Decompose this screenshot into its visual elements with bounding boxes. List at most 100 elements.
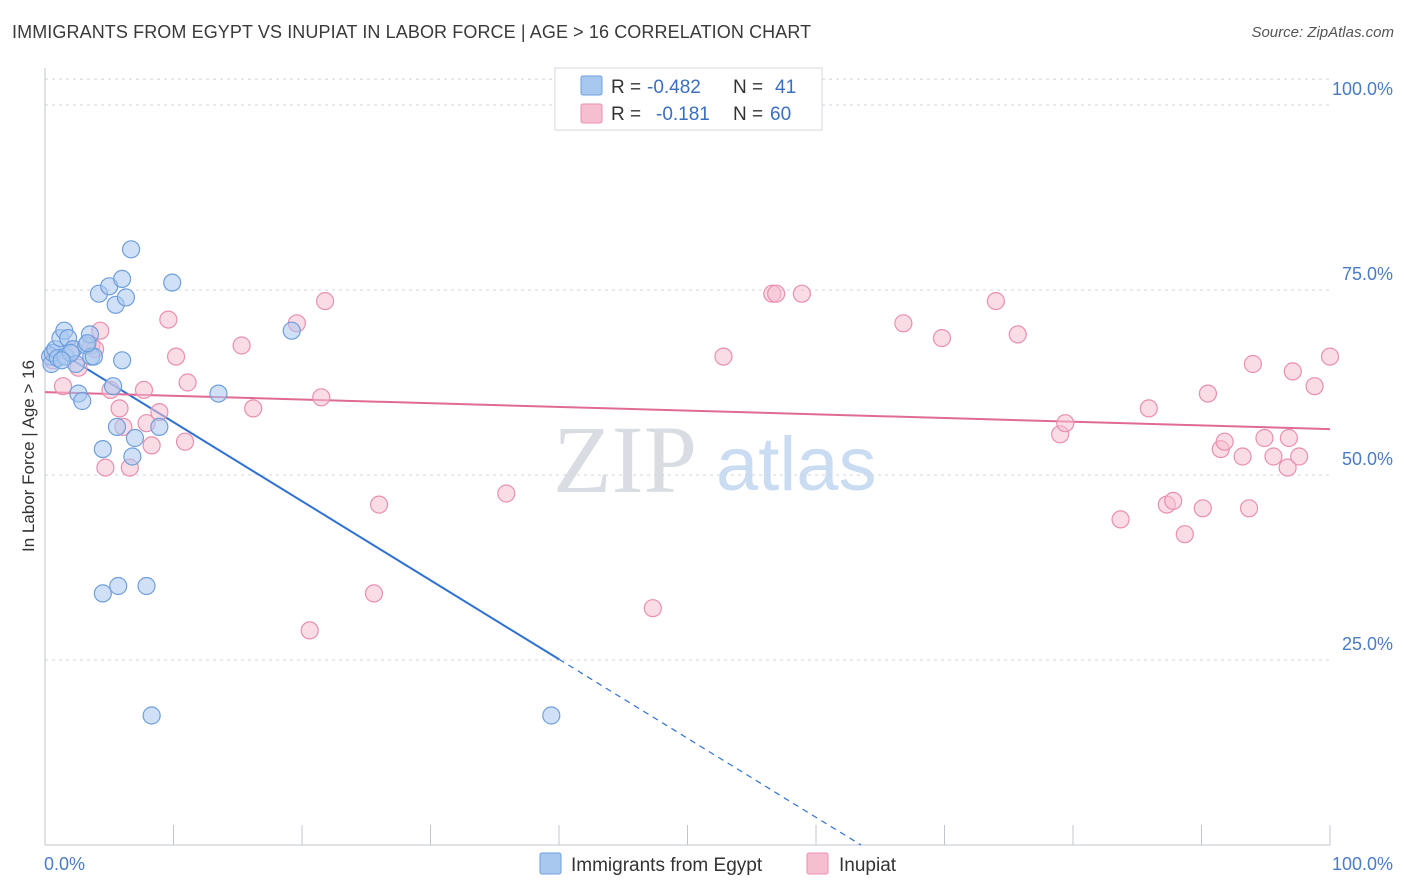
inupiat-point-18 <box>175 432 195 451</box>
x-ticks <box>44 825 1331 845</box>
watermark-atlas: atlas <box>716 422 877 507</box>
legend-r-value-inupiat: -0.181 <box>656 104 710 125</box>
inupiat-point-54 <box>1279 428 1298 448</box>
y-tick-label-25: 25.0% <box>1342 634 1393 654</box>
inupiat-point-17 <box>166 347 186 366</box>
series-legend-label-inupiat: Inupiat <box>839 855 897 876</box>
egypt-point-24 <box>112 269 132 288</box>
trend-line-egypt-extension <box>558 658 862 846</box>
inupiat-point-40 <box>1111 510 1130 529</box>
egypt-point-36 <box>542 706 561 725</box>
inupiat-point-19 <box>178 373 197 392</box>
inupiat-point-12 <box>134 380 154 399</box>
legend-swatch-egypt <box>580 75 603 96</box>
inupiat-point-57 <box>1305 377 1324 396</box>
x-tick-label-max: 100.0% <box>1332 854 1393 874</box>
watermark-zip: ZIP <box>553 406 697 513</box>
egypt-point-31 <box>142 706 161 725</box>
legend-n-label-egypt: N = <box>733 77 763 98</box>
inupiat-point-43 <box>1164 491 1183 510</box>
legend-n-value-inupiat: 60 <box>770 104 791 125</box>
egypt-point-20 <box>104 377 123 396</box>
legend-n-label-inupiat: N = <box>733 104 763 125</box>
y-tick-label-75: 75.0% <box>1342 264 1393 284</box>
inupiat-point-28 <box>497 484 516 503</box>
inupiat-point-45 <box>1193 499 1212 518</box>
inupiat-point-7 <box>96 458 115 477</box>
egypt-point-30 <box>137 576 156 596</box>
trend-lines <box>44 344 1331 846</box>
inupiat-point-55 <box>1283 362 1302 381</box>
egypt-point-32 <box>150 417 169 436</box>
egypt-point-37 <box>93 440 112 459</box>
inupiat-point-39 <box>1056 414 1075 433</box>
inupiat-point-36 <box>986 292 1006 311</box>
inupiat-point-21 <box>244 399 263 418</box>
egypt-point-35 <box>282 321 301 340</box>
inupiat-point-24 <box>312 388 331 407</box>
inupiat-point-53 <box>1278 458 1297 477</box>
points-egypt <box>41 240 561 725</box>
egypt-point-29 <box>125 428 145 448</box>
y-tick-label-100: 100.0% <box>1332 79 1393 99</box>
watermark: ZIP atlas <box>553 406 877 513</box>
inupiat-point-51 <box>1255 428 1274 448</box>
egypt-point-40 <box>52 351 71 370</box>
egypt-point-27 <box>121 240 141 259</box>
egypt-point-22 <box>107 417 127 436</box>
inupiat-point-52 <box>1264 447 1283 466</box>
inupiat-point-26 <box>364 584 384 603</box>
egypt-point-28 <box>123 447 142 466</box>
legend-r-label-inupiat: R = <box>611 104 641 125</box>
series-legend-swatch-egypt <box>539 852 562 875</box>
series-legend-swatch-inupiat <box>806 852 829 875</box>
series-legend-label-egypt: Immigrants from Egypt <box>571 855 763 876</box>
inupiat-point-9 <box>110 399 129 418</box>
inupiat-point-37 <box>1008 325 1027 344</box>
inupiat-point-59 <box>1215 432 1234 451</box>
inupiat-point-35 <box>932 329 952 348</box>
x-tick-label-min: 0.0% <box>44 854 85 874</box>
inupiat-point-29 <box>643 599 662 618</box>
inupiat-point-20 <box>232 336 251 355</box>
inupiat-point-34 <box>894 314 913 333</box>
inupiat-point-48 <box>1233 447 1252 466</box>
inupiat-point-50 <box>1243 354 1263 374</box>
egypt-point-34 <box>209 384 228 403</box>
legend-n-value-egypt: 41 <box>775 77 796 98</box>
egypt-point-39 <box>78 334 97 353</box>
inupiat-point-33 <box>792 284 811 303</box>
y-tick-labels: 25.0% 50.0% 75.0% 100.0% <box>1332 79 1393 654</box>
inupiat-point-25 <box>316 292 335 311</box>
legend-r-label-egypt: R = <box>611 77 641 98</box>
trend-line-egypt <box>48 344 560 661</box>
egypt-point-18 <box>93 584 112 603</box>
inupiat-point-1 <box>53 377 73 396</box>
inupiat-point-56 <box>1290 447 1309 466</box>
y-axis-title: In Labor Force | Age > 16 <box>19 360 38 552</box>
chart-title: IMMIGRANTS FROM EGYPT VS INUPIAT IN LABO… <box>12 22 812 42</box>
source-label: Source: ZipAtlas.com <box>1251 24 1394 41</box>
egypt-point-26 <box>116 288 136 307</box>
points-inupiat <box>43 284 1340 640</box>
inupiat-point-30 <box>714 347 733 366</box>
inupiat-point-49 <box>1239 499 1259 518</box>
egypt-point-23 <box>109 576 128 596</box>
trend-line-inupiat <box>44 391 1331 431</box>
inupiat-point-58 <box>1320 347 1340 366</box>
stats-legend: R = -0.482 N = 41 R = -0.181 N = 60 <box>554 67 823 131</box>
egypt-point-33 <box>163 273 182 292</box>
egypt-point-25 <box>112 351 132 370</box>
inupiat-point-32 <box>767 284 786 303</box>
inupiat-point-23 <box>300 621 319 640</box>
inupiat-point-44 <box>1175 525 1194 544</box>
inupiat-point-16 <box>159 310 178 329</box>
legend-swatch-inupiat <box>580 103 603 124</box>
inupiat-point-46 <box>1198 384 1218 403</box>
gridlines <box>45 78 1330 661</box>
inupiat-point-14 <box>142 436 161 455</box>
y-tick-label-50: 50.0% <box>1342 449 1393 469</box>
legend-r-value-egypt: -0.482 <box>647 77 701 98</box>
egypt-point-12 <box>73 391 92 411</box>
